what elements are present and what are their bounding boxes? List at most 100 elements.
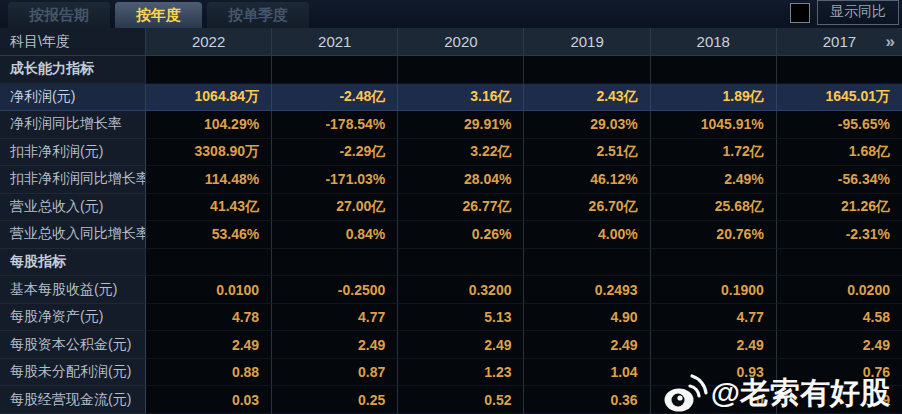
cell-value: 0.1900 xyxy=(650,276,776,304)
cell-value: 4.58 xyxy=(776,304,902,332)
row-label: 营业总收入(元) xyxy=(0,194,145,222)
show-yoy-checkbox[interactable] xyxy=(790,3,810,23)
cell-value xyxy=(776,249,902,277)
corner-header: 科目\年度 xyxy=(0,28,145,56)
table-row[interactable]: 净利润(元)1064.84万-2.48亿3.16亿2.43亿1.89亿1645.… xyxy=(0,84,902,112)
cell-value: 0.25 xyxy=(271,386,397,414)
cell-value: 0.0100 xyxy=(145,276,271,304)
table-body: 成长能力指标净利润(元)1064.84万-2.48亿3.16亿2.43亿1.89… xyxy=(0,56,902,414)
cell-value xyxy=(650,249,776,277)
table-row[interactable]: 扣非净利润同比增长率114.48%-171.03%28.04%46.12%2.4… xyxy=(0,166,902,194)
section-row: 每股指标 xyxy=(0,249,902,277)
row-label: 净利润同比增长率 xyxy=(0,111,145,139)
col-header-2017: 2017 » xyxy=(776,28,902,56)
table-row[interactable]: 净利润同比增长率104.29%-178.54%29.91%29.03%1045.… xyxy=(0,111,902,139)
cell-value: 4.00% xyxy=(523,221,649,249)
cell-value: 0.26% xyxy=(397,221,523,249)
cell-value: 1.23 xyxy=(397,359,523,387)
more-columns-icon[interactable]: » xyxy=(886,32,895,52)
row-label: 基本每股收益(元) xyxy=(0,276,145,304)
cell-value: 46.12% xyxy=(523,166,649,194)
cell-value: 5.13 xyxy=(397,304,523,332)
row-label: 每股指标 xyxy=(0,249,145,277)
cell-value: 0.3200 xyxy=(397,276,523,304)
cell-value: 2.43亿 xyxy=(523,84,649,112)
cell-value: 20.76% xyxy=(650,221,776,249)
cell-value: -0.2500 xyxy=(271,276,397,304)
cell-value xyxy=(145,56,271,84)
cell-value xyxy=(523,249,649,277)
cell-value: 0.88 xyxy=(145,359,271,387)
cell-value: 28.04% xyxy=(397,166,523,194)
financial-indicators-panel: 按报告期 按年度 按单季度 显示同比 科目\年度 2022 2021 2020 … xyxy=(0,0,902,414)
table-row[interactable]: 基本每股收益(元)0.0100-0.25000.32000.24930.1900… xyxy=(0,276,902,304)
cell-value: 4.77 xyxy=(650,304,776,332)
cell-value: 1064.84万 xyxy=(145,84,271,112)
cell-value xyxy=(271,249,397,277)
tab-by-quarter[interactable]: 按单季度 xyxy=(207,2,309,28)
cell-value: 3308.90万 xyxy=(145,139,271,167)
yoy-controls: 显示同比 xyxy=(790,0,902,25)
cell-value: 0.84% xyxy=(271,221,397,249)
cell-value: 0.0200 xyxy=(776,276,902,304)
cell-value: 2.49 xyxy=(145,331,271,359)
cell-value: 2.49 xyxy=(650,331,776,359)
col-header-2020: 2020 xyxy=(397,28,523,56)
cell-value: 53.46% xyxy=(145,221,271,249)
cell-value: 0.93 xyxy=(650,359,776,387)
col-header-2022: 2022 xyxy=(145,28,271,56)
cell-value: 27.00亿 xyxy=(271,194,397,222)
cell-value: 26.77亿 xyxy=(397,194,523,222)
col-header-2019: 2019 xyxy=(523,28,649,56)
cell-value: -56.34% xyxy=(776,166,902,194)
col-header-2021: 2021 xyxy=(271,28,397,56)
table-row[interactable]: 营业总收入同比增长率53.46%0.84%0.26%4.00%20.76%-2.… xyxy=(0,221,902,249)
cell-value: 26.70亿 xyxy=(523,194,649,222)
row-label: 每股净资产(元) xyxy=(0,304,145,332)
cell-value: -95.65% xyxy=(776,111,902,139)
cell-value xyxy=(650,56,776,84)
cell-value: 0 xyxy=(650,386,776,414)
cell-value: 25.68亿 xyxy=(650,194,776,222)
table-row[interactable]: 每股经营现金流(元)0.030.250.520.3609 xyxy=(0,386,902,414)
cell-value: 29.91% xyxy=(397,111,523,139)
show-yoy-label[interactable]: 显示同比 xyxy=(817,0,899,25)
cell-value: 0.76 xyxy=(776,359,902,387)
row-label: 扣非净利润(元) xyxy=(0,139,145,167)
cell-value xyxy=(271,56,397,84)
table-row[interactable]: 扣非净利润(元)3308.90万-2.29亿3.22亿2.51亿1.72亿1.6… xyxy=(0,139,902,167)
cell-value: -2.29亿 xyxy=(271,139,397,167)
tab-by-report-period[interactable]: 按报告期 xyxy=(8,2,110,28)
financial-table: 科目\年度 2022 2021 2020 2019 2018 2017 » 成长… xyxy=(0,28,902,414)
cell-value: 3.22亿 xyxy=(397,139,523,167)
cell-value xyxy=(397,56,523,84)
cell-value: 4.90 xyxy=(523,304,649,332)
table-row[interactable]: 每股未分配利润(元)0.880.871.231.040.930.76 xyxy=(0,359,902,387)
cell-value: 9 xyxy=(776,386,902,414)
cell-value: 29.03% xyxy=(523,111,649,139)
cell-value: -2.31% xyxy=(776,221,902,249)
cell-value: 0.03 xyxy=(145,386,271,414)
cell-value xyxy=(776,56,902,84)
table-row[interactable]: 每股资本公积金(元)2.492.492.492.492.492.49 xyxy=(0,331,902,359)
col-header-2018: 2018 xyxy=(650,28,776,56)
table-row[interactable]: 每股净资产(元)4.784.775.134.904.774.58 xyxy=(0,304,902,332)
cell-value: 4.78 xyxy=(145,304,271,332)
row-label: 每股资本公积金(元) xyxy=(0,331,145,359)
row-label: 营业总收入同比增长率 xyxy=(0,221,145,249)
table-header-row: 科目\年度 2022 2021 2020 2019 2018 2017 » xyxy=(0,28,902,56)
tab-by-year[interactable]: 按年度 xyxy=(115,2,202,28)
cell-value: 0.36 xyxy=(523,386,649,414)
cell-value: 1.04 xyxy=(523,359,649,387)
section-row: 成长能力指标 xyxy=(0,56,902,84)
cell-value: -2.48亿 xyxy=(271,84,397,112)
cell-value: 2.49 xyxy=(776,331,902,359)
table-row[interactable]: 营业总收入(元)41.43亿27.00亿26.77亿26.70亿25.68亿21… xyxy=(0,194,902,222)
cell-value: 1.68亿 xyxy=(776,139,902,167)
cell-value: 0.87 xyxy=(271,359,397,387)
cell-value: 1645.01万 xyxy=(776,84,902,112)
cell-value: 2.49 xyxy=(271,331,397,359)
cell-value: 1045.91% xyxy=(650,111,776,139)
cell-value: 4.77 xyxy=(271,304,397,332)
cell-value: 104.29% xyxy=(145,111,271,139)
